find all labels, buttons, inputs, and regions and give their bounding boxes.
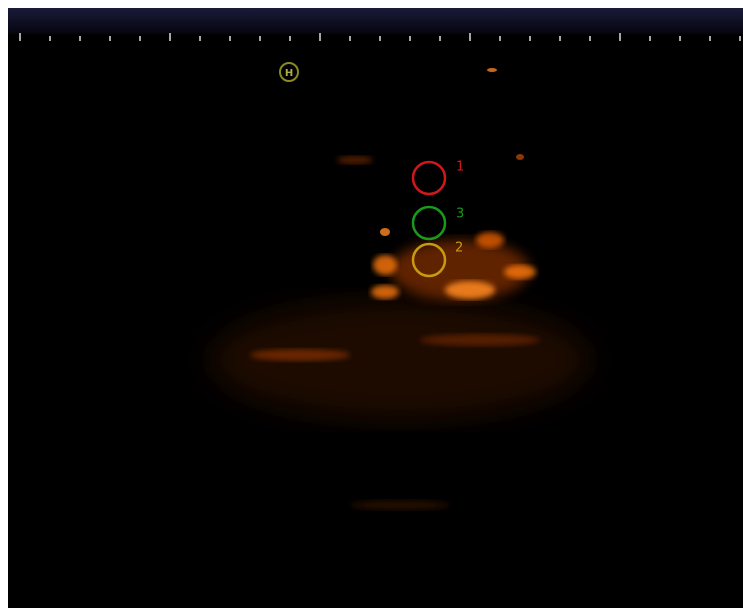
roi-circle [411, 205, 447, 241]
marker-circle [279, 62, 299, 82]
roi-label: 1 [456, 160, 464, 175]
roi-circle [411, 242, 447, 278]
top-bar [8, 8, 743, 34]
marker: H [279, 62, 299, 82]
contrast-signal [210, 68, 590, 510]
roi-group: 1 3 2 [411, 160, 464, 278]
roi-label: 3 [456, 207, 464, 222]
roi-circle [411, 160, 447, 196]
depth-ruler [19, 33, 741, 41]
roi-label: 2 [455, 241, 463, 256]
marker-label: H [285, 68, 293, 79]
